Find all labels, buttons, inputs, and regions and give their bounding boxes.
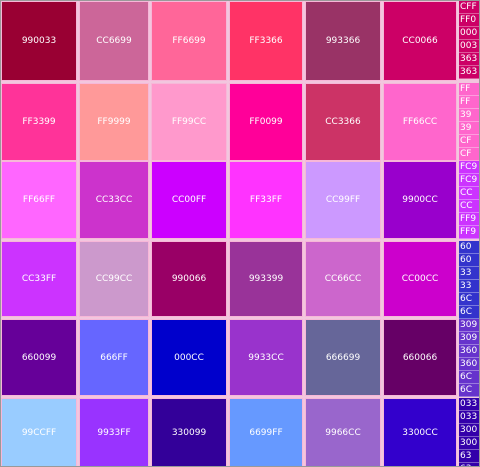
partial-swatch[interactable]: 6C <box>459 306 479 319</box>
partial-swatch[interactable]: FF0 <box>459 14 479 27</box>
color-swatch[interactable]: 99CCFF <box>1 398 77 466</box>
color-swatch[interactable]: CC33CC <box>79 161 149 239</box>
partial-swatch[interactable]: 39 <box>459 109 479 122</box>
partial-swatch[interactable]: 309 <box>459 332 479 345</box>
partial-swatch[interactable]: 63 <box>459 463 479 466</box>
color-swatch[interactable]: CC99CC <box>79 241 149 317</box>
color-swatch[interactable]: CC66CC <box>305 241 381 317</box>
partial-swatch[interactable]: 60 <box>459 254 479 267</box>
partial-swatch[interactable]: 033 <box>459 398 479 411</box>
color-swatch[interactable]: 990033 <box>1 1 77 81</box>
color-swatch[interactable]: 666699 <box>305 319 381 396</box>
partial-swatch[interactable]: 6C <box>459 384 479 397</box>
color-swatch[interactable]: FF3366 <box>229 1 303 81</box>
color-swatch[interactable]: FF3399 <box>1 83 77 161</box>
partial-swatch[interactable]: 309 <box>459 319 479 332</box>
color-swatch[interactable]: 6699FF <box>229 398 303 466</box>
partial-swatch[interactable]: CFF <box>459 1 479 14</box>
partial-swatch[interactable]: CC <box>459 200 479 213</box>
color-swatch[interactable]: CC33FF <box>1 241 77 317</box>
color-swatch[interactable]: 9966CC <box>305 398 381 466</box>
partial-swatch[interactable]: 33 <box>459 280 479 293</box>
partial-swatch[interactable]: 33 <box>459 267 479 280</box>
color-swatch[interactable]: 660066 <box>383 319 457 396</box>
color-swatch[interactable]: CC0066 <box>383 1 457 81</box>
color-swatch[interactable]: FF9999 <box>79 83 149 161</box>
partial-swatch[interactable]: 003 <box>459 40 479 53</box>
partial-swatch[interactable]: 360 <box>459 345 479 358</box>
partial-swatch[interactable]: FC9 <box>459 161 479 174</box>
color-swatch[interactable]: CC00CC <box>383 241 457 317</box>
partial-swatch[interactable]: FF9 <box>459 226 479 239</box>
color-swatch[interactable]: FF66FF <box>1 161 77 239</box>
color-swatch[interactable]: CC00FF <box>151 161 227 239</box>
partial-swatch[interactable]: CF <box>459 148 479 161</box>
partial-swatch[interactable]: 000 <box>459 27 479 40</box>
partial-swatch[interactable]: 360 <box>459 358 479 371</box>
color-swatch[interactable]: 3300CC <box>383 398 457 466</box>
color-swatch[interactable]: 666FF <box>79 319 149 396</box>
color-swatch[interactable]: FF99CC <box>151 83 227 161</box>
partial-swatch[interactable]: 363 <box>459 53 479 66</box>
color-swatch[interactable]: FF0099 <box>229 83 303 161</box>
color-swatch[interactable]: CC99FF <box>305 161 381 239</box>
partial-swatch[interactable]: FF9 <box>459 213 479 226</box>
color-swatch[interactable]: FF66CC <box>383 83 457 161</box>
partial-swatch[interactable]: 033 <box>459 411 479 424</box>
color-swatch[interactable]: 660099 <box>1 319 77 396</box>
partial-swatch[interactable]: 300 <box>459 424 479 437</box>
color-swatch[interactable]: FF33FF <box>229 161 303 239</box>
partial-swatch[interactable]: FF <box>459 83 479 96</box>
color-swatch[interactable]: 9933FF <box>79 398 149 466</box>
color-swatch[interactable]: 990066 <box>151 241 227 317</box>
partial-swatch[interactable]: 363 <box>459 66 479 79</box>
color-swatch[interactable]: FF6699 <box>151 1 227 81</box>
color-swatch[interactable]: CC6699 <box>79 1 149 81</box>
partial-swatch[interactable]: 6C <box>459 293 479 306</box>
partial-swatch[interactable]: 6C <box>459 371 479 384</box>
color-swatch[interactable]: 993399 <box>229 241 303 317</box>
color-swatch[interactable]: 9933CC <box>229 319 303 396</box>
partial-swatch[interactable]: CF <box>459 135 479 148</box>
partial-swatch[interactable]: FC9 <box>459 174 479 187</box>
color-swatch[interactable]: CC3366 <box>305 83 381 161</box>
partial-swatch[interactable]: CC <box>459 187 479 200</box>
partial-swatch[interactable]: 63 <box>459 450 479 463</box>
color-swatch[interactable]: 000CC <box>151 319 227 396</box>
color-swatch[interactable]: 993366 <box>305 1 381 81</box>
color-swatch[interactable]: 9900CC <box>383 161 457 239</box>
color-swatch[interactable]: 330099 <box>151 398 227 466</box>
partial-swatch[interactable]: 60 <box>459 241 479 254</box>
partial-swatch[interactable]: FF <box>459 96 479 109</box>
partial-swatch[interactable]: 39 <box>459 122 479 135</box>
partial-swatch[interactable]: 300 <box>459 437 479 450</box>
